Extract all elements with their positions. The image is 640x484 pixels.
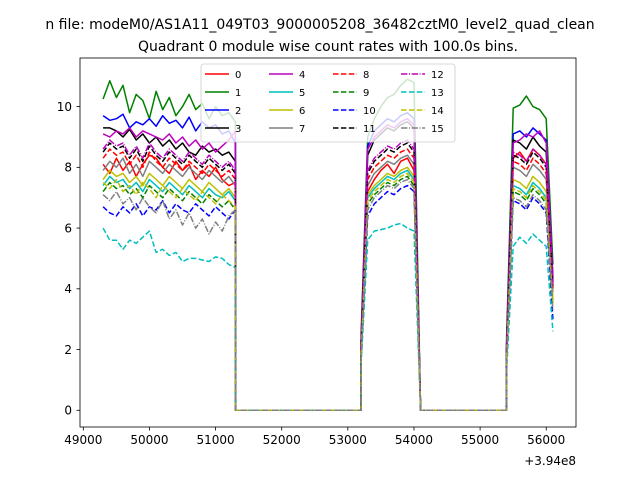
legend-label: 1 bbox=[235, 88, 241, 99]
y-tick-label: 10 bbox=[57, 100, 72, 114]
legend-label: 0 bbox=[235, 70, 241, 81]
legend-label: 11 bbox=[363, 124, 376, 135]
x-offset-label: +3.94e8 bbox=[524, 454, 576, 468]
x-tick-label: 49000 bbox=[64, 433, 102, 447]
x-tick-label: 52000 bbox=[263, 433, 301, 447]
chart-title: Quadrant 0 module wise count rates with … bbox=[138, 39, 518, 55]
y-tick-label: 4 bbox=[64, 282, 72, 296]
y-tick-label: 6 bbox=[64, 221, 72, 235]
y-tick-label: 8 bbox=[64, 161, 72, 175]
x-tick-label: 53000 bbox=[329, 433, 367, 447]
x-tick-label: 50000 bbox=[130, 433, 168, 447]
x-tick-label: 56000 bbox=[527, 433, 565, 447]
x-tick-label: 51000 bbox=[196, 433, 234, 447]
series-lines bbox=[102, 78, 554, 412]
legend-box bbox=[200, 63, 456, 143]
figure-suptitle: n file: modeM0/AS1A11_049T03_9000005208_… bbox=[45, 17, 594, 33]
legend-label: 2 bbox=[235, 106, 241, 117]
legend-label: 10 bbox=[363, 106, 376, 117]
plot-frame bbox=[79, 57, 577, 428]
y-axis: 0 2 4 6 8 10 bbox=[57, 100, 80, 418]
legend-label: 6 bbox=[299, 106, 305, 117]
legend-label: 8 bbox=[363, 70, 369, 81]
legend-label: 4 bbox=[299, 70, 305, 81]
x-tick-label: 54000 bbox=[395, 433, 433, 447]
y-tick-label: 2 bbox=[64, 343, 72, 357]
x-axis: 49000 50000 51000 52000 53000 54000 55000 56000 bbox=[64, 427, 565, 447]
legend-label: 9 bbox=[363, 88, 369, 99]
legend-label: 7 bbox=[299, 124, 305, 135]
legend-label: 5 bbox=[299, 88, 305, 99]
legend-label: 3 bbox=[235, 124, 241, 135]
x-tick-label: 55000 bbox=[461, 433, 499, 447]
legend-label: 14 bbox=[431, 106, 444, 117]
legend-label: 13 bbox=[431, 88, 444, 99]
y-tick-label: 0 bbox=[64, 404, 72, 418]
legend-label: 12 bbox=[431, 70, 444, 81]
series-line-15 bbox=[102, 178, 554, 412]
legend-label: 15 bbox=[431, 124, 444, 135]
